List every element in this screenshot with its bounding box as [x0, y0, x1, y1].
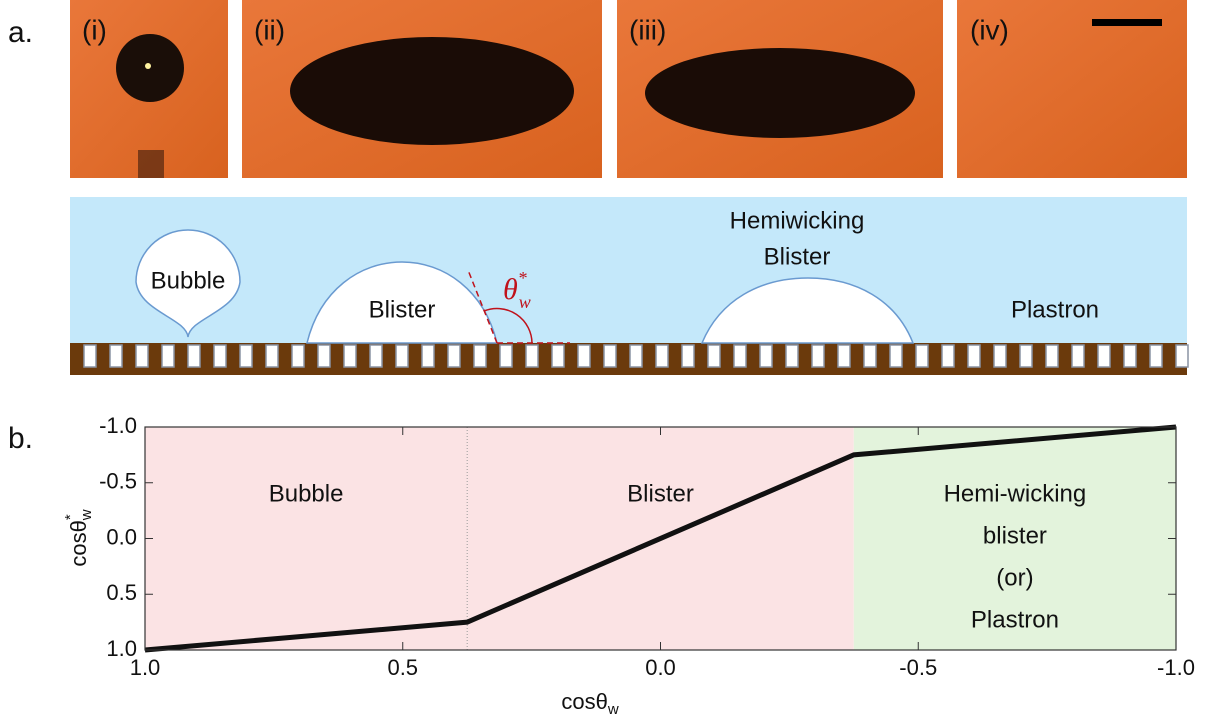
y-tick-label: 0.0 [106, 524, 137, 549]
photos: (i) (ii) (iii) (iv) [70, 0, 1187, 178]
cavity [318, 345, 330, 367]
cavity [240, 345, 252, 367]
region-label: blister [983, 522, 1047, 549]
y-tick-label: 0.5 [106, 580, 137, 605]
cavity [474, 345, 486, 367]
y-tick-label: 1.0 [106, 636, 137, 661]
cavity [526, 345, 538, 367]
x-tick-label: 0.0 [645, 655, 676, 680]
panel-label: a. [8, 16, 33, 49]
cavity [942, 345, 954, 367]
cavity [266, 345, 278, 367]
reflection [138, 150, 164, 178]
cavity [734, 345, 746, 367]
y-label-sup: * [62, 514, 79, 520]
hemiwicking-label: Hemiwicking [730, 207, 865, 234]
cavity [422, 345, 434, 367]
region-label: Bubble [269, 480, 344, 507]
cavity [370, 345, 382, 367]
scale-bar [1092, 19, 1162, 26]
x-tick-label: -1.0 [1157, 655, 1195, 680]
cavity [708, 345, 720, 367]
cavity [344, 345, 356, 367]
hemiwicking-label: Blister [764, 243, 831, 270]
region-label: Blister [627, 480, 694, 507]
cavity [916, 345, 928, 367]
cavity [214, 345, 226, 367]
x-label-sub: w [607, 701, 619, 718]
region [145, 427, 467, 650]
x-tick-label: 0.5 [387, 655, 418, 680]
region-label: Plastron [971, 606, 1059, 633]
region-label: (or) [996, 564, 1033, 591]
cavity [500, 345, 512, 367]
cavity [84, 345, 96, 367]
photo-label: (ii) [254, 14, 285, 45]
blister-label: Blister [369, 296, 436, 323]
cavity [604, 345, 616, 367]
cavity [760, 345, 772, 367]
bubble-label: Bubble [151, 267, 226, 294]
cavity [890, 345, 902, 367]
schematic: Bubble Blister Hemiwicking Blister Plast… [70, 197, 1188, 375]
cavity [136, 345, 148, 367]
y-label-sub: w [78, 509, 95, 521]
photo-label: (i) [82, 14, 107, 45]
cavity [188, 345, 200, 367]
cavity [682, 345, 694, 367]
cavity [110, 345, 122, 367]
y-tick-label: -0.5 [99, 469, 137, 494]
cavity [292, 345, 304, 367]
blister-image [645, 48, 915, 138]
cavity [162, 345, 174, 367]
y-tick-label: -1.0 [99, 413, 137, 438]
cavity [1150, 345, 1162, 367]
y-axis-label: cosθ*w [62, 509, 95, 566]
x-axis-label: cosθw [561, 689, 618, 718]
cavity [838, 345, 850, 367]
panel-label: b. [8, 422, 33, 455]
cavity [448, 345, 460, 367]
cavity [396, 345, 408, 367]
cavity [656, 345, 668, 367]
chart: Bubble Blister Hemi-wicking blister (or) Plas… [99, 413, 1195, 680]
cavity [786, 345, 798, 367]
photo-label: (iii) [629, 14, 666, 45]
cavity [552, 345, 564, 367]
cavity [1020, 345, 1032, 367]
cavity [1072, 345, 1084, 367]
blister-image [290, 37, 574, 145]
angle-sup: * [518, 268, 527, 288]
highlight [145, 63, 151, 69]
angle-base: θ [503, 273, 518, 306]
x-tick-label: -0.5 [899, 655, 937, 680]
cavity [812, 345, 824, 367]
cavity [1046, 345, 1058, 367]
region-label: Hemi-wicking [944, 480, 1087, 507]
y-label-base: cosθ [66, 520, 91, 566]
photo-label: (iv) [970, 14, 1009, 45]
figure: a. (i) (ii) (iii) (iv) Bubble Blister He… [0, 0, 1207, 726]
cavity [1124, 345, 1136, 367]
cavity [1098, 345, 1110, 367]
cavity [1176, 345, 1188, 367]
cavity [994, 345, 1006, 367]
cavity [864, 345, 876, 367]
x-label-base: cosθ [561, 689, 607, 714]
angle-sub: w [519, 292, 531, 312]
plastron-label: Plastron [1011, 296, 1099, 323]
cavity [968, 345, 980, 367]
cavity [630, 345, 642, 367]
cavity [578, 345, 590, 367]
